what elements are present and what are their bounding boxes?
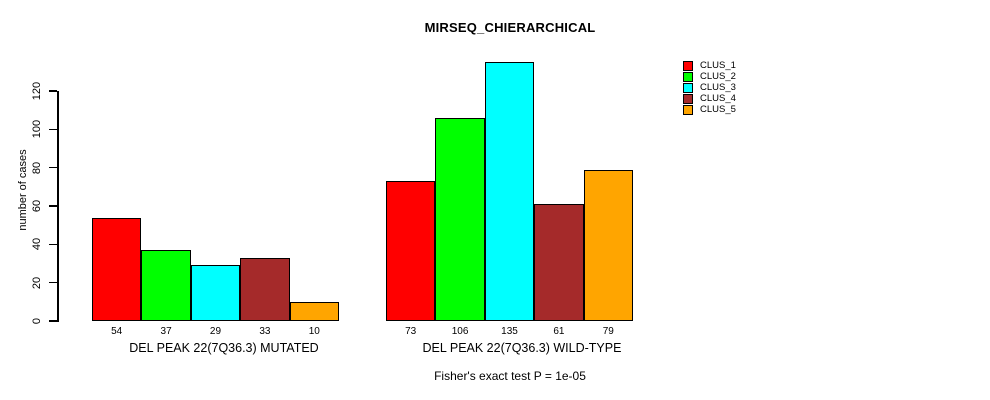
y-axis-label: number of cases (17, 149, 29, 231)
legend-label-clus_5: CLUS_5 (700, 104, 736, 116)
bar-clus_3-group1 (190, 265, 241, 321)
bar-value-label: 135 (501, 326, 518, 337)
legend-item-clus_4: CLUS_4 (683, 94, 736, 105)
y-axis-tick-label: 0 (31, 317, 43, 325)
bar-value-label: 10 (308, 326, 320, 337)
bar-clus_4-group1 (240, 257, 290, 321)
bar-value-label: 73 (405, 326, 417, 337)
legend-label-clus_3: CLUS_3 (700, 81, 736, 93)
y-axis-tick (49, 166, 57, 169)
legend-swatch-clus_2 (683, 71, 693, 82)
chart-title: MIRSEQ_CHIERARCHICAL (424, 20, 596, 35)
bar-clus_1-group2 (386, 181, 436, 321)
bar-value-label: 61 (553, 326, 565, 337)
legend-swatch-clus_3 (683, 82, 693, 93)
y-axis-tick-label: 60 (31, 199, 43, 213)
legend-label-clus_2: CLUS_2 (700, 70, 736, 82)
legend-item-clus_1: CLUS_1 (683, 60, 736, 71)
legend-label-clus_4: CLUS_4 (700, 93, 736, 105)
bar-clus_2-group2 (435, 117, 485, 321)
y-axis-tick (49, 281, 57, 284)
y-axis-tick (49, 128, 57, 131)
bar-value-label: 54 (111, 326, 123, 337)
legend-swatch-clus_5 (683, 105, 693, 116)
y-axis-tick (49, 90, 57, 92)
legend-item-clus_2: CLUS_2 (683, 71, 736, 82)
fisher-test-annotation: Fisher's exact test P = 1e-05 (434, 369, 586, 383)
bar-clus_4-group2 (534, 204, 584, 321)
bar-value-label: 79 (602, 326, 614, 337)
y-axis-line (57, 91, 59, 322)
y-axis-tick (49, 205, 57, 207)
bar-value-label: 29 (209, 326, 222, 337)
legend-label-clus_1: CLUS_1 (700, 59, 736, 71)
legend: CLUS_1 CLUS_2 CLUS_3 CLUS_4 CLUS_5 (683, 60, 736, 116)
bar-value-label: 33 (259, 326, 271, 337)
bar-clus_2-group1 (141, 250, 191, 321)
y-axis-tick (49, 320, 57, 322)
y-axis-tick (49, 243, 57, 246)
y-axis-tick-label: 100 (31, 120, 43, 139)
legend-item-clus_3: CLUS_3 (683, 82, 736, 93)
bar-clus_3-group2 (484, 62, 535, 321)
bar-value-label: 37 (160, 326, 172, 337)
y-axis-tick-label: 80 (31, 161, 43, 174)
x-group-label: DEL PEAK 22(7Q36.3) MUTATED (129, 341, 319, 355)
legend-swatch-clus_4 (683, 94, 693, 105)
y-axis-tick-label: 120 (31, 81, 43, 101)
x-group-label: DEL PEAK 22(7Q36.3) WILD-TYPE (422, 341, 622, 355)
bar-clus_5-group2 (583, 169, 633, 321)
legend-swatch-clus_1 (683, 60, 693, 71)
bar-clus_5-group1 (289, 301, 339, 321)
bar-value-label: 106 (451, 326, 469, 337)
bar-clus_1-group1 (92, 217, 142, 321)
y-axis-tick-label: 20 (31, 276, 43, 289)
legend-item-clus_5: CLUS_5 (683, 105, 736, 116)
y-axis-tick-label: 40 (31, 238, 43, 251)
